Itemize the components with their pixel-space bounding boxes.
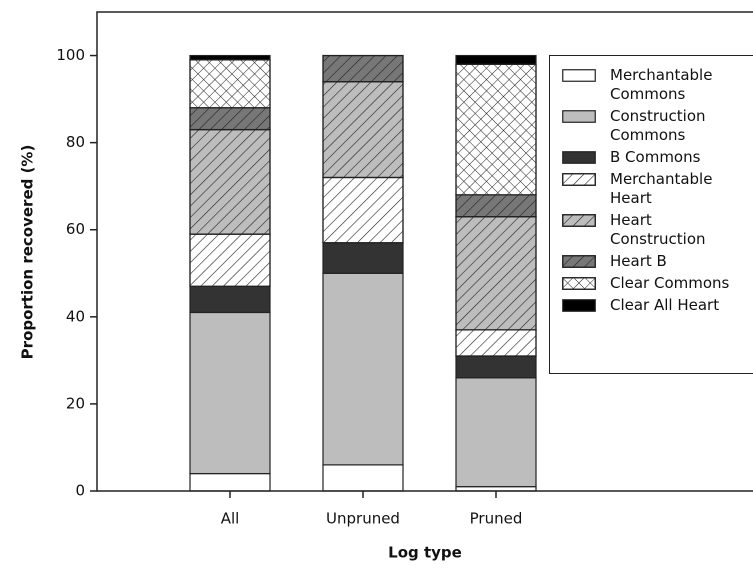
bar-pattern: [455, 329, 537, 357]
bar-pattern: [455, 194, 537, 218]
legend-label: Clear All Heart: [610, 296, 720, 314]
legend-swatch: [562, 69, 596, 82]
legend-label: Heart B: [610, 252, 667, 270]
y-tick-label: 100: [56, 46, 85, 64]
legend-item: Merchantable Commons: [562, 66, 753, 104]
y-tick-label: 80: [66, 133, 85, 151]
bar-segment: [455, 54, 537, 65]
bar-pattern: [189, 128, 271, 235]
x-tick-label: Pruned: [470, 510, 523, 528]
x-axis-label: Log type: [388, 544, 462, 562]
legend: Merchantable Commons Construction Commons…: [549, 55, 753, 374]
y-tick-label: 40: [66, 307, 85, 325]
legend-label: Merchantable Heart: [610, 170, 713, 207]
bar-pattern: [322, 54, 404, 83]
y-axis-label: Proportion recovered (%): [19, 145, 37, 360]
legend-item: Clear All Heart: [562, 296, 753, 315]
bar-pattern: [455, 63, 537, 196]
bar-pattern: [322, 81, 404, 179]
legend-swatch: [562, 110, 596, 123]
legend-swatch: [562, 277, 596, 290]
legend-item: Clear Commons: [562, 274, 753, 293]
legend-item: Heart B: [562, 252, 753, 271]
bar-segment: [322, 272, 404, 466]
x-tick-label: Unpruned: [326, 510, 400, 528]
bar-pattern: [189, 233, 271, 287]
bar-segment: [455, 355, 537, 379]
bar-segment: [455, 377, 537, 488]
bar-pattern: [455, 216, 537, 331]
legend-item: B Commons: [562, 148, 753, 167]
bar-segment: [189, 285, 271, 314]
x-tick-label: All: [221, 510, 240, 528]
legend-label: Construction Commons: [610, 107, 706, 144]
legend-swatch: [562, 299, 596, 312]
legend-item: Merchantable Heart: [562, 170, 753, 208]
bar-segment: [322, 464, 404, 492]
bar-segment: [189, 472, 271, 492]
bar-pattern: [189, 107, 271, 131]
plot: [189, 54, 537, 492]
legend-item: Heart Construction: [562, 211, 753, 249]
legend-swatch: [562, 255, 596, 268]
legend-item: Construction Commons: [562, 107, 753, 145]
legend-label: Merchantable Commons: [610, 66, 713, 103]
axis-frame: [96, 11, 753, 492]
bar-segment: [322, 242, 404, 274]
y-tick-label: 60: [66, 220, 85, 238]
y-tick-label: 20: [66, 394, 85, 412]
legend-label: Clear Commons: [610, 274, 730, 292]
legend-swatch: [562, 214, 596, 227]
legend-label: Heart Construction: [610, 211, 706, 248]
legend-label: B Commons: [610, 148, 701, 166]
bar-segment: [189, 311, 271, 475]
y-tick-label: 0: [75, 482, 85, 500]
bar-pattern: [322, 176, 404, 244]
bar-segment: [189, 54, 271, 61]
bar-pattern: [189, 59, 271, 109]
legend-swatch: [562, 173, 596, 186]
legend-swatch: [562, 151, 596, 164]
